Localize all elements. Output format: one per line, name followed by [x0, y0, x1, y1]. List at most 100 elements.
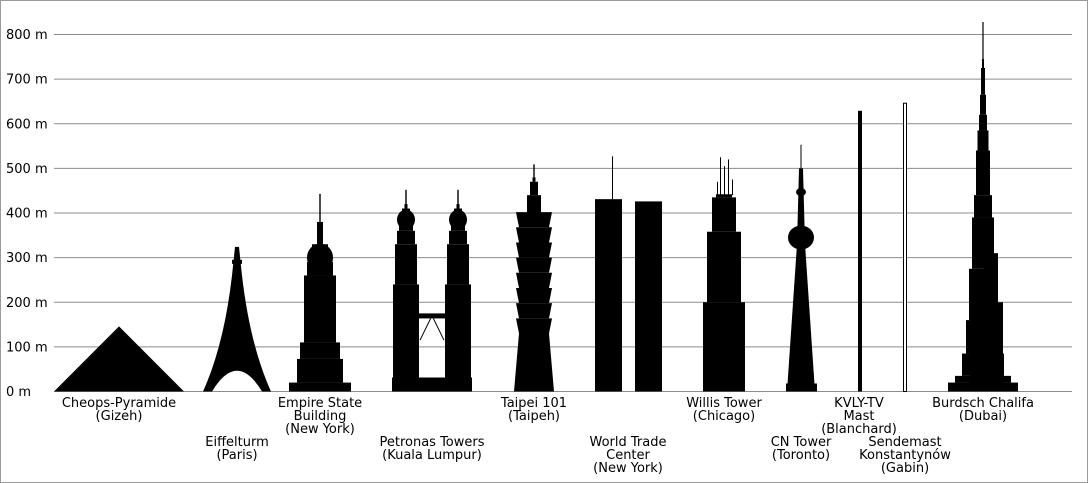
tower-tier — [533, 164, 535, 178]
eiffel-body — [203, 246, 271, 392]
taipei-segment — [516, 272, 552, 288]
y-tick-label: 600 m — [6, 117, 48, 132]
building-name: Empire State — [277, 396, 363, 411]
tower-tier — [445, 284, 471, 392]
tower-tier — [970, 302, 990, 392]
building-3 — [289, 193, 351, 392]
eiffel-platform-2 — [227, 324, 247, 329]
building-9 — [858, 110, 862, 392]
eiffel-platform-3 — [232, 259, 242, 264]
tower-tier — [977, 130, 989, 151]
y-tick-label: 100 m — [6, 340, 48, 355]
taipei-segment — [516, 318, 552, 334]
y-tick-label: 0 m — [6, 385, 31, 400]
building-4 — [392, 189, 472, 392]
building-10 — [903, 102, 907, 392]
tower-tier — [532, 177, 536, 182]
tower-tier — [976, 150, 990, 196]
building-5 — [514, 164, 554, 392]
tower-tier — [530, 181, 538, 196]
building-location: (Taipeh) — [508, 409, 560, 424]
building-8 — [786, 144, 817, 392]
building-name: KVLY-TV — [834, 396, 884, 411]
building-label: Burdsch Chalifa (Dubai) — [932, 397, 1034, 423]
petronas-crown-2 — [449, 209, 467, 230]
wtc-south-tower — [635, 201, 662, 392]
building-label: Petronas Towers (Kuala Lumpur) — [379, 436, 484, 462]
building-name: Konstantynów — [859, 448, 951, 463]
tower-tier — [317, 221, 323, 245]
empire-crown — [307, 243, 333, 272]
building-label: Willis Tower (Chicago) — [686, 397, 762, 423]
cn-antenna — [800, 144, 802, 169]
building-label: Empire State Building (New York) — [278, 397, 362, 436]
building-11 — [948, 22, 1018, 392]
petronas-crown-1 — [397, 209, 415, 230]
tower-tier — [716, 194, 732, 198]
pyramid-shape — [54, 326, 184, 392]
tower-tier — [404, 204, 408, 209]
taipei-segment — [516, 227, 552, 243]
building-name: World Trade — [589, 435, 667, 450]
tower-tier — [712, 197, 736, 232]
willis-antenna — [717, 181, 718, 196]
tower-tier — [527, 195, 541, 213]
petronas-bridge-legs — [419, 314, 445, 341]
taipei-segment — [516, 287, 552, 304]
cn-skypod — [796, 188, 806, 197]
y-tick-label: 200 m — [6, 296, 48, 311]
kvly-mast — [858, 110, 862, 392]
y-tick-label: 800 m — [6, 28, 48, 43]
building-name: Eiffelturm — [205, 435, 269, 450]
building-location: (Dubai) — [958, 409, 1008, 424]
willis-antenna — [732, 179, 733, 196]
tower-tier — [393, 284, 419, 392]
taipei-segment — [516, 303, 552, 319]
tower-tier — [993, 344, 1001, 392]
building-label: World Trade Center (New York) — [590, 436, 667, 475]
taipei-segment — [516, 257, 552, 273]
tower-tier — [397, 230, 415, 245]
building-location: (Blanchard) — [821, 422, 897, 437]
building-location: (Toronto) — [771, 448, 831, 463]
building-1 — [54, 326, 184, 392]
cn-upper — [797, 168, 805, 245]
building-name: Cheops-Pyramide — [61, 396, 177, 411]
building-location: (New York) — [593, 461, 663, 476]
tower-tier — [456, 204, 460, 209]
y-tick-label: 400 m — [6, 207, 48, 222]
eiffel-platform-1 — [219, 354, 255, 359]
tower-tier — [981, 67, 985, 95]
tower-tier — [703, 302, 745, 392]
building-6 — [595, 156, 662, 392]
tower-tier — [449, 230, 467, 245]
building-name: CN Tower — [770, 435, 832, 450]
tower-tier — [982, 22, 984, 60]
building-name: Building — [293, 409, 347, 424]
building-label: Eiffelturm (Paris) — [205, 436, 269, 462]
building-label: Taipei 101 (Taipeh) — [501, 397, 567, 423]
taipei-base — [514, 333, 554, 392]
willis-antenna — [728, 159, 729, 196]
cn-shaft — [787, 244, 815, 392]
building-label: KVLY-TV Mast (Blanchard) — [821, 397, 897, 436]
y-tick-label: 500 m — [6, 162, 48, 177]
building-2 — [203, 246, 271, 392]
building-label: Cheops-Pyramide (Gizeh) — [62, 397, 176, 423]
building-name: Center — [606, 448, 650, 463]
building-location: (Kuala Lumpur) — [382, 448, 482, 463]
tower-tier — [304, 275, 336, 343]
willis-antenna — [720, 157, 721, 196]
taipei-segment — [516, 242, 552, 258]
building-name: Mast — [843, 409, 875, 424]
y-tick-label: 700 m — [6, 73, 48, 88]
tower-tier — [980, 94, 986, 115]
tower-tier — [319, 193, 321, 222]
building-label: CN Tower (Toronto) — [771, 436, 832, 462]
tower-tier — [405, 189, 407, 205]
taipei-segment — [516, 212, 552, 228]
building-7 — [703, 157, 745, 392]
tower-tier — [707, 231, 741, 303]
tower-tier — [395, 244, 417, 285]
